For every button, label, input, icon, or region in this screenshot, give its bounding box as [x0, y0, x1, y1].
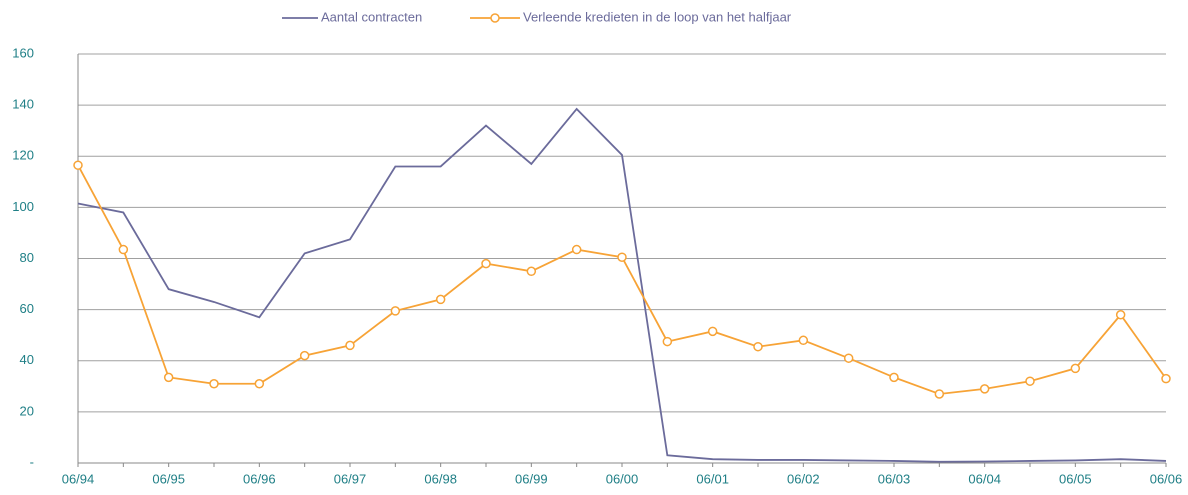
y-tick-label: 160 [12, 45, 34, 60]
series-line [77, 107, 1167, 463]
point-marker [299, 350, 310, 361]
legend-label: Aantal contracten [321, 9, 422, 24]
point-marker [73, 160, 83, 170]
point-marker [254, 379, 265, 389]
x-tick-label: 06/05 [1059, 471, 1092, 486]
x-tick-label: 06/97 [334, 471, 367, 486]
point-marker [889, 372, 899, 383]
y-tick-label: 100 [12, 199, 34, 214]
point-marker [1070, 363, 1081, 374]
y-tick-label: 140 [12, 97, 34, 112]
point-marker [526, 266, 537, 277]
x-tick-label: 06/96 [243, 471, 276, 486]
legend-label: Verleende kredieten in de loop van het h… [523, 9, 792, 24]
point-marker [1115, 309, 1126, 320]
point-marker [345, 340, 355, 351]
x-tick-label: 06/02 [787, 471, 820, 486]
point-marker [481, 258, 491, 269]
point-marker [209, 379, 219, 389]
x-tick-label: 06/06 [1150, 471, 1183, 486]
x-tick-label: 06/01 [696, 471, 729, 486]
y-tick-label: - [30, 454, 34, 469]
point-marker [934, 389, 945, 399]
point-marker [1025, 376, 1035, 386]
point-marker [753, 341, 763, 352]
x-tick-label: 06/03 [878, 471, 911, 486]
point-marker [979, 384, 990, 394]
x-tick-label: 06/00 [606, 471, 639, 486]
y-tick-label: 20 [20, 403, 34, 418]
y-tick-label: 80 [20, 250, 34, 265]
point-marker [617, 252, 627, 262]
point-marker [662, 336, 673, 347]
legend-marker [490, 13, 500, 23]
point-marker [798, 335, 809, 346]
point-marker [118, 244, 129, 255]
point-marker [390, 306, 401, 316]
x-tick-label: 06/04 [968, 471, 1001, 486]
y-tick-label: 40 [20, 352, 34, 367]
point-marker [1161, 373, 1171, 384]
point-marker [163, 372, 174, 383]
x-tick-label: 06/99 [515, 471, 548, 486]
y-tick-label: 60 [20, 301, 34, 316]
y-tick-label: 120 [12, 148, 34, 163]
x-tick-label: 06/94 [62, 471, 95, 486]
x-tick-label: 06/95 [152, 471, 185, 486]
point-marker [435, 294, 446, 305]
x-tick-label: 06/98 [424, 471, 457, 486]
point-marker [843, 353, 854, 363]
point-marker [707, 326, 718, 337]
series-line [77, 164, 1167, 395]
point-marker [571, 244, 582, 255]
